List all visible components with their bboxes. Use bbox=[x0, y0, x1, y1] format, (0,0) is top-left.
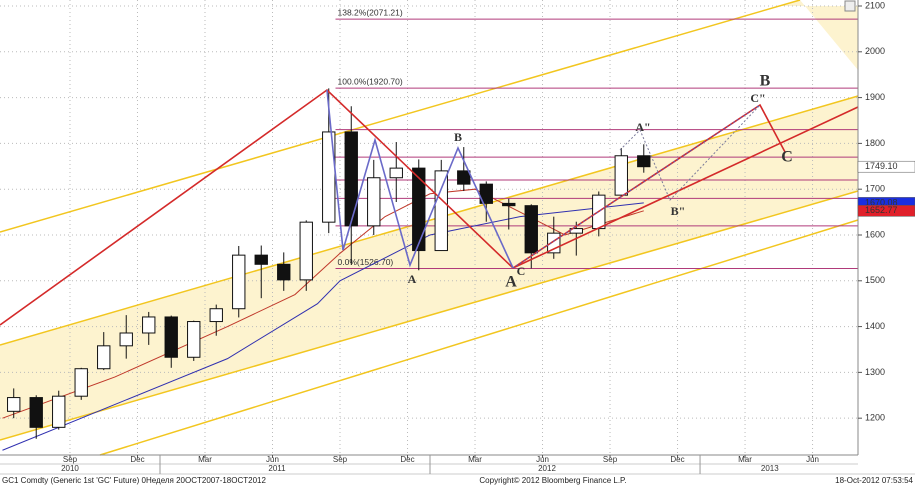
wave-label: A" bbox=[635, 120, 650, 134]
y-tick-label: 1600 bbox=[865, 229, 885, 239]
y-tick-label: 2100 bbox=[865, 0, 885, 10]
year-label: 2012 bbox=[538, 464, 556, 473]
price-tag-label: 1652.77 bbox=[865, 205, 898, 215]
candle-body bbox=[52, 395, 66, 428]
candle-body bbox=[29, 397, 43, 428]
axes: 1200 1300 1400 1500 1600 1700 1800 1900 2000 2100… bbox=[61, 0, 915, 474]
y-tick-label: 1500 bbox=[865, 275, 885, 285]
wave-label: A bbox=[408, 272, 417, 286]
candle-body bbox=[412, 167, 426, 252]
y-tick-label: 1900 bbox=[865, 92, 885, 102]
moving-average bbox=[2, 202, 644, 451]
y-tick-label: 1200 bbox=[865, 413, 885, 423]
candle-body bbox=[74, 368, 88, 397]
candle-body bbox=[277, 263, 291, 281]
wave-label: B bbox=[760, 73, 771, 90]
candle-body bbox=[367, 177, 381, 227]
y-tick-label: 1400 bbox=[865, 321, 885, 331]
channel-line bbox=[99, 219, 859, 456]
fib-label: 100.0%(1920.70) bbox=[338, 76, 403, 86]
candle-body bbox=[97, 345, 111, 370]
x-tick-label: Jun bbox=[806, 455, 819, 464]
x-tick-label: Mar bbox=[468, 455, 482, 464]
fib-label: 138.2%(2071.21) bbox=[338, 7, 403, 17]
x-tick-label: Mar bbox=[738, 455, 752, 464]
wave-label: B bbox=[454, 130, 462, 144]
candle-body bbox=[142, 316, 156, 334]
price-tag-label: 1749.10 bbox=[865, 161, 898, 171]
candle-body bbox=[479, 183, 493, 204]
candle-body bbox=[299, 221, 313, 281]
candle-body bbox=[164, 316, 178, 358]
x-tick-label: Jun bbox=[266, 455, 279, 464]
price-tag-label: 1670.08 bbox=[865, 197, 898, 207]
x-tick-label: Sep bbox=[603, 455, 618, 464]
year-label: 2011 bbox=[268, 464, 286, 473]
fib-label: 0.0%(1526.70) bbox=[338, 257, 394, 267]
x-tick-label: Jun bbox=[536, 455, 549, 464]
candle-body bbox=[187, 321, 201, 358]
y-tick-label: 1700 bbox=[865, 184, 885, 194]
projection bbox=[512, 104, 761, 269]
x-tick-label: Dec bbox=[130, 455, 144, 464]
menu-icon[interactable] bbox=[844, 0, 856, 12]
x-tick-label: Mar bbox=[198, 455, 212, 464]
y-tick-label: 1300 bbox=[865, 367, 885, 377]
channel-band bbox=[780, 0, 858, 70]
footer-center: Copyright© 2012 Bloomberg Finance L.P. bbox=[479, 476, 626, 485]
candle-body bbox=[457, 170, 471, 185]
candle-body bbox=[614, 155, 628, 196]
footer-right: 18-Oct-2012 07:53:54 bbox=[835, 476, 913, 485]
x-tick-label: Dec bbox=[400, 455, 414, 464]
x-tick-label: Sep bbox=[63, 455, 78, 464]
wave-label: C bbox=[781, 149, 793, 166]
candle-body bbox=[119, 332, 133, 347]
price-tag bbox=[857, 205, 915, 217]
wave-label: B" bbox=[671, 204, 686, 218]
candle-body bbox=[232, 254, 246, 310]
x-tick-label: Sep bbox=[333, 455, 348, 464]
candle-body bbox=[389, 167, 403, 179]
year-label: 2010 bbox=[61, 464, 79, 473]
candle-body bbox=[524, 205, 538, 254]
y-tick-label: 1800 bbox=[865, 138, 885, 148]
channel-line bbox=[0, 0, 801, 233]
wave-label: C" bbox=[750, 91, 765, 105]
candle-body bbox=[502, 202, 516, 207]
projection bbox=[619, 104, 761, 201]
candle-body bbox=[7, 397, 21, 412]
price-tag bbox=[857, 160, 915, 173]
candle-body bbox=[434, 170, 448, 252]
candle-body bbox=[254, 254, 268, 265]
red-trend bbox=[512, 106, 859, 269]
blue-wave bbox=[326, 89, 514, 269]
footer-left: GC1 Comdty (Generic 1st 'GC' Future) 0Не… bbox=[2, 476, 266, 485]
wave-lines bbox=[0, 88, 859, 326]
wave-label: A bbox=[505, 274, 517, 291]
channel-line bbox=[0, 190, 859, 441]
x-tick-label: Dec bbox=[670, 455, 684, 464]
wave-label: C bbox=[517, 264, 526, 278]
candle-body bbox=[344, 131, 358, 227]
candle-body bbox=[209, 308, 223, 323]
candle-body bbox=[637, 155, 651, 168]
year-label: 2013 bbox=[761, 464, 779, 473]
y-tick-label: 2000 bbox=[865, 46, 885, 56]
